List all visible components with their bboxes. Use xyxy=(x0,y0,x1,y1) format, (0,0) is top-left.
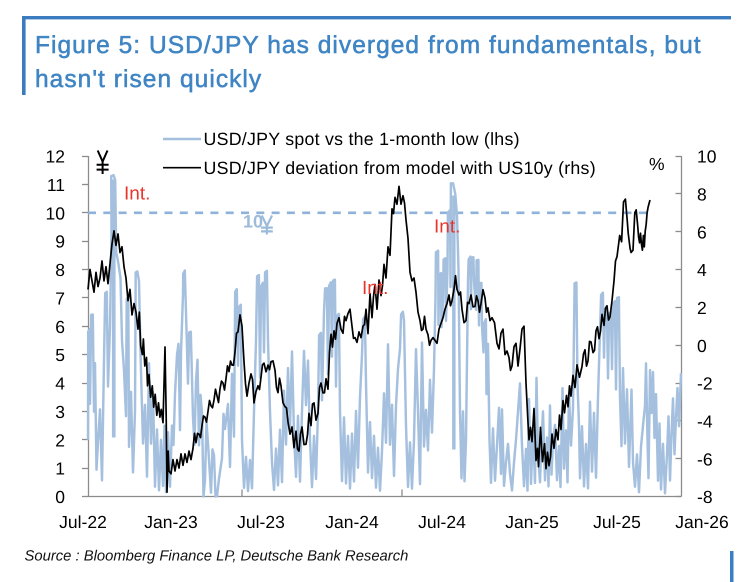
svg-text:USD/JPY spot vs the 1-month lo: USD/JPY spot vs the 1-month low (lhs) xyxy=(204,129,520,149)
svg-text:4: 4 xyxy=(697,260,707,280)
svg-text:Jan-24: Jan-24 xyxy=(325,512,379,532)
svg-text:Int.: Int. xyxy=(434,216,460,237)
svg-text:10: 10 xyxy=(46,203,66,223)
svg-text:Int.: Int. xyxy=(362,278,388,299)
svg-text:11: 11 xyxy=(47,175,65,195)
svg-text:-4: -4 xyxy=(697,411,713,431)
svg-text:Jul-23: Jul-23 xyxy=(237,512,285,532)
svg-text:5: 5 xyxy=(55,345,65,365)
svg-text:6: 6 xyxy=(55,317,65,337)
svg-text:-6: -6 xyxy=(697,449,713,469)
svg-text:10: 10 xyxy=(697,147,717,167)
svg-text:-8: -8 xyxy=(697,487,713,507)
svg-text:Jul-25: Jul-25 xyxy=(593,512,641,532)
svg-text:hasn't risen quickly: hasn't risen quickly xyxy=(35,66,262,93)
svg-text:4: 4 xyxy=(55,374,65,394)
svg-text:Int.: Int. xyxy=(124,184,150,205)
svg-text:2: 2 xyxy=(55,430,65,450)
svg-text:2: 2 xyxy=(697,298,707,318)
svg-text:6: 6 xyxy=(697,222,707,242)
svg-text:10: 10 xyxy=(243,212,263,232)
svg-text:0: 0 xyxy=(697,336,707,356)
svg-text:Jan-25: Jan-25 xyxy=(505,512,559,532)
svg-text:Jan-26: Jan-26 xyxy=(675,512,729,532)
svg-text:9: 9 xyxy=(55,232,65,252)
svg-text:Jul-24: Jul-24 xyxy=(418,512,466,532)
svg-text:-2: -2 xyxy=(697,374,713,394)
svg-text:1: 1 xyxy=(55,459,65,479)
svg-text:Source : Bloomberg Finance LP,: Source : Bloomberg Finance LP, Deutsche … xyxy=(25,549,409,565)
svg-text:Jan-23: Jan-23 xyxy=(144,512,198,532)
svg-text:8: 8 xyxy=(55,260,65,280)
svg-text:7: 7 xyxy=(55,289,65,309)
svg-text:3: 3 xyxy=(55,402,65,422)
svg-text:USD/JPY deviation from model w: USD/JPY deviation from model with US10y … xyxy=(204,158,596,178)
svg-text:%: % xyxy=(649,154,665,174)
svg-text:Jul-22: Jul-22 xyxy=(59,512,107,532)
svg-text:0: 0 xyxy=(55,487,65,507)
svg-text:12: 12 xyxy=(46,147,65,167)
svg-text:Figure 5: USD/JPY has diverged: Figure 5: USD/JPY has diverged from fund… xyxy=(35,32,702,59)
svg-text:8: 8 xyxy=(697,184,707,204)
